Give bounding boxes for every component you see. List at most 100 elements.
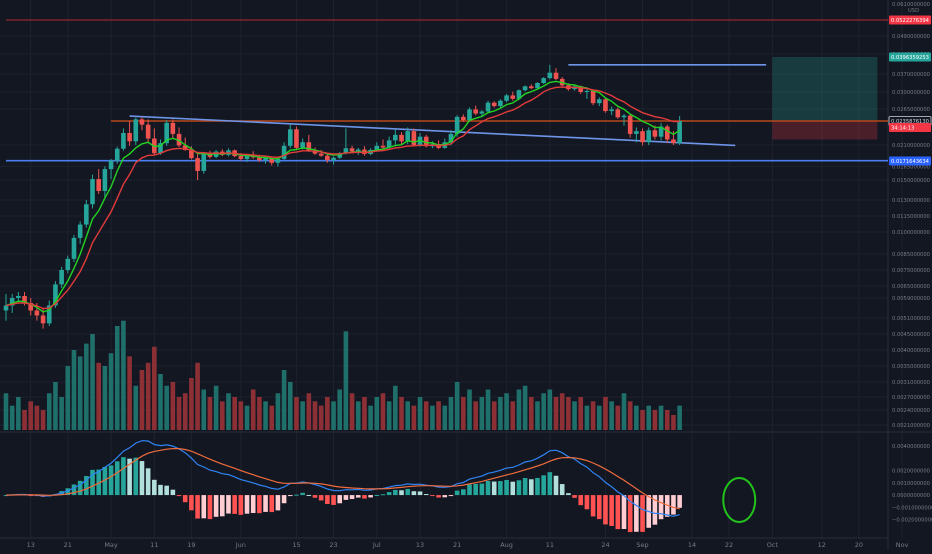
candle-body[interactable] <box>491 102 497 107</box>
candle-body[interactable] <box>522 86 528 91</box>
candle-body[interactable] <box>244 156 250 159</box>
candle-body[interactable] <box>71 237 77 259</box>
candle-body[interactable] <box>164 122 169 144</box>
candle-body[interactable] <box>640 131 645 143</box>
candle-body[interactable] <box>257 157 262 161</box>
candle-body[interactable] <box>281 145 287 159</box>
candle-body[interactable] <box>287 129 293 146</box>
candle-body[interactable] <box>16 296 21 298</box>
candle-body[interactable] <box>201 153 207 171</box>
position-loss-zone[interactable] <box>772 121 878 140</box>
candle-body[interactable] <box>498 100 503 107</box>
candle-body[interactable] <box>473 109 478 114</box>
candle-body[interactable] <box>393 134 398 141</box>
candle-body[interactable] <box>176 133 182 146</box>
candle-body[interactable] <box>590 90 596 104</box>
candle-body[interactable] <box>529 86 534 89</box>
candle-body[interactable] <box>121 133 126 149</box>
candle-body[interactable] <box>467 109 472 121</box>
candle-body[interactable] <box>664 126 670 140</box>
candle-body[interactable] <box>275 158 281 163</box>
candle-body[interactable] <box>677 121 682 144</box>
candle-body[interactable] <box>133 119 139 142</box>
candle-body[interactable] <box>127 133 132 142</box>
candle-body[interactable] <box>380 145 386 148</box>
candle-body[interactable] <box>28 303 34 311</box>
candle-body[interactable] <box>189 149 194 159</box>
candle-body[interactable] <box>40 315 46 324</box>
candle-body[interactable] <box>671 139 676 144</box>
candle-body[interactable] <box>355 149 361 152</box>
candle-body[interactable] <box>9 298 15 306</box>
candle-body[interactable] <box>541 78 546 83</box>
candle-body[interactable] <box>411 131 417 145</box>
trendline[interactable] <box>129 115 736 147</box>
candle-body[interactable] <box>374 145 380 150</box>
candle-body[interactable] <box>627 115 633 134</box>
candle-body[interactable] <box>504 95 509 101</box>
candle-body[interactable] <box>145 124 151 139</box>
candle-body[interactable] <box>170 122 176 134</box>
candle-body[interactable] <box>325 155 330 161</box>
candle-body[interactable] <box>596 99 602 104</box>
candle-body[interactable] <box>238 156 244 159</box>
candle-body[interactable] <box>318 153 324 156</box>
candle-body[interactable] <box>207 153 213 157</box>
candle-body[interactable] <box>461 116 466 121</box>
candle-body[interactable] <box>65 258 71 270</box>
candle-body[interactable] <box>34 310 40 316</box>
candle-body[interactable] <box>84 204 89 225</box>
candle-body[interactable] <box>405 131 410 142</box>
candle-body[interactable] <box>3 305 9 311</box>
candle-body[interactable] <box>300 142 305 148</box>
candle-body[interactable] <box>158 143 163 154</box>
candle-body[interactable] <box>658 126 664 137</box>
candle-body[interactable] <box>535 83 540 89</box>
circle-annotation[interactable] <box>722 477 757 523</box>
candle-body[interactable] <box>399 134 404 142</box>
candle-body[interactable] <box>609 109 614 112</box>
candle-body[interactable] <box>182 145 188 150</box>
candle-body[interactable] <box>343 148 349 154</box>
candle-body[interactable] <box>454 116 460 134</box>
candle-body[interactable] <box>621 115 627 118</box>
candle-body[interactable] <box>294 129 299 148</box>
candle-body[interactable] <box>485 102 491 112</box>
candle-body[interactable] <box>516 90 522 99</box>
candle-body[interactable] <box>349 148 355 152</box>
candle-body[interactable] <box>114 148 120 161</box>
candle-body[interactable] <box>46 305 52 324</box>
candle-body[interactable] <box>331 157 336 161</box>
candle-body[interactable] <box>603 99 608 112</box>
position-profit-zone[interactable] <box>772 57 878 121</box>
candle-body[interactable] <box>59 270 64 285</box>
candle-body[interactable] <box>90 179 95 205</box>
candle-body[interactable] <box>263 158 268 161</box>
candle-body[interactable] <box>312 150 318 154</box>
candle-body[interactable] <box>646 130 652 143</box>
candle-body[interactable] <box>448 133 454 143</box>
candle-body[interactable] <box>615 109 621 118</box>
candle-body[interactable] <box>386 140 392 148</box>
candle-body[interactable] <box>584 90 590 92</box>
candle-body[interactable] <box>634 131 639 134</box>
candle-body[interactable] <box>108 160 114 170</box>
candle-body[interactable] <box>652 130 658 137</box>
candle-body[interactable] <box>77 224 83 238</box>
candle-body[interactable] <box>53 284 58 306</box>
candle-body[interactable] <box>139 119 145 125</box>
candle-body[interactable] <box>269 158 275 163</box>
candle-body[interactable] <box>195 158 200 171</box>
candle-body[interactable] <box>96 179 101 191</box>
candle-body[interactable] <box>553 72 559 79</box>
candle-body[interactable] <box>578 86 584 92</box>
candle-body[interactable] <box>306 142 312 151</box>
candle-body[interactable] <box>102 169 108 191</box>
candle-body[interactable] <box>510 95 516 99</box>
candle-body[interactable] <box>22 296 27 303</box>
candle-body[interactable] <box>547 72 553 79</box>
candle-body[interactable] <box>479 111 485 114</box>
candle-body[interactable] <box>337 153 343 158</box>
